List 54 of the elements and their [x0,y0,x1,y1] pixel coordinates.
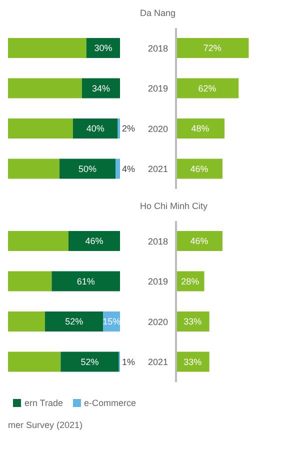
data-label: 2% [122,124,136,134]
bar [8,231,68,251]
bar [8,158,60,179]
bar [176,158,222,179]
bar [60,158,116,179]
data-label: 46% [190,236,208,246]
bar [8,312,45,332]
text: mer Survey (2021) [8,420,84,430]
data-label: 34% [92,83,110,94]
legend-label: e-Commerce [82,398,136,408]
bar [8,271,52,292]
bar [86,38,120,58]
bar [72,118,118,138]
data-label: 62% [198,83,216,94]
data-label: 30% [94,43,112,54]
y-tick-label: 2021 [148,357,168,368]
data-label: 52% [80,356,99,367]
y-tick-label: 2019 [148,84,168,94]
data-label: 1% [122,356,136,367]
bar [116,158,120,179]
data-label: 33% [184,316,202,327]
legend-label: ern Trade [23,398,63,408]
chart-title: Da Nang [139,8,177,20]
data-label: 46% [190,164,208,174]
data-label: 72% [203,43,222,54]
bar [8,78,82,98]
bar [52,271,120,292]
y-tick-label: 2018 [148,236,168,246]
y-tick-label: 2021 [148,164,168,174]
data-label: 4% [122,164,136,174]
data-label: 50% [78,164,97,174]
data-label: 52% [65,316,84,327]
bar [44,312,104,332]
chart-title: Ho Chi Minh City [139,201,209,213]
bar [8,352,61,372]
data-label: 15% [102,316,121,327]
bar [176,118,224,138]
data-label: 61% [76,276,95,286]
bar [176,38,249,58]
data-label: 40% [86,124,104,134]
bar [82,78,120,98]
bar [176,78,239,98]
bar [68,231,120,251]
bar [8,38,86,58]
y-tick-label: 2019 [148,276,168,287]
data-label: 33% [184,356,202,367]
y-tick-label: 2018 [148,43,168,54]
bar [8,118,73,138]
data-label: 48% [191,124,210,134]
data-label: 46% [85,236,104,246]
y-tick-label: 2020 [148,124,168,134]
data-label: 28% [181,276,200,286]
y-tick-label: 2020 [148,316,168,327]
bar [60,352,119,372]
